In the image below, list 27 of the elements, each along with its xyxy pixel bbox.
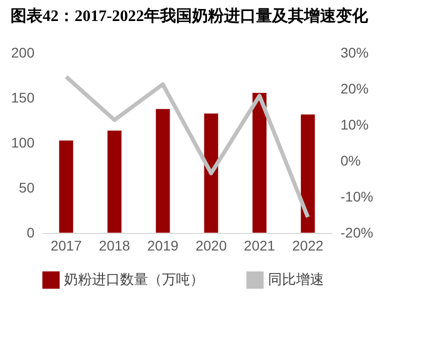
- y2-tick-label: -20%: [340, 224, 374, 240]
- y-tick-label: 200: [11, 44, 35, 60]
- y2-tick-label: 10%: [340, 116, 369, 132]
- y2-tick-label: 0%: [340, 152, 361, 168]
- bar: [300, 114, 316, 234]
- x-tick-label: 2022: [292, 238, 324, 254]
- y-tick-label: 50: [18, 180, 35, 196]
- x-tick-label: 2019: [147, 238, 179, 254]
- legend-label: 奶粉进口数量（万吨）: [64, 271, 204, 288]
- bar: [155, 108, 170, 234]
- bar: [107, 130, 122, 234]
- x-tick-label: 2020: [196, 238, 227, 254]
- y-tick-label: 0: [26, 224, 35, 240]
- y2-tick-label: 20%: [340, 80, 369, 96]
- bar: [252, 92, 267, 234]
- y2-tick-label: -10%: [340, 188, 374, 204]
- bar: [204, 113, 219, 234]
- y-tick-label: 150: [11, 90, 35, 106]
- bar: [58, 140, 74, 234]
- chart-title: 图表42：2017-2022年我国奶粉进口量及其增速变化: [10, 7, 369, 25]
- legend-label: 同比增速: [268, 271, 324, 288]
- y2-tick-label: 30%: [340, 44, 369, 60]
- x-tick-label: 2017: [50, 238, 82, 254]
- x-tick-label: 2018: [98, 238, 130, 254]
- line-series: [64, 74, 310, 220]
- y-tick-label: 100: [11, 134, 35, 150]
- x-tick-label: 2021: [244, 238, 276, 254]
